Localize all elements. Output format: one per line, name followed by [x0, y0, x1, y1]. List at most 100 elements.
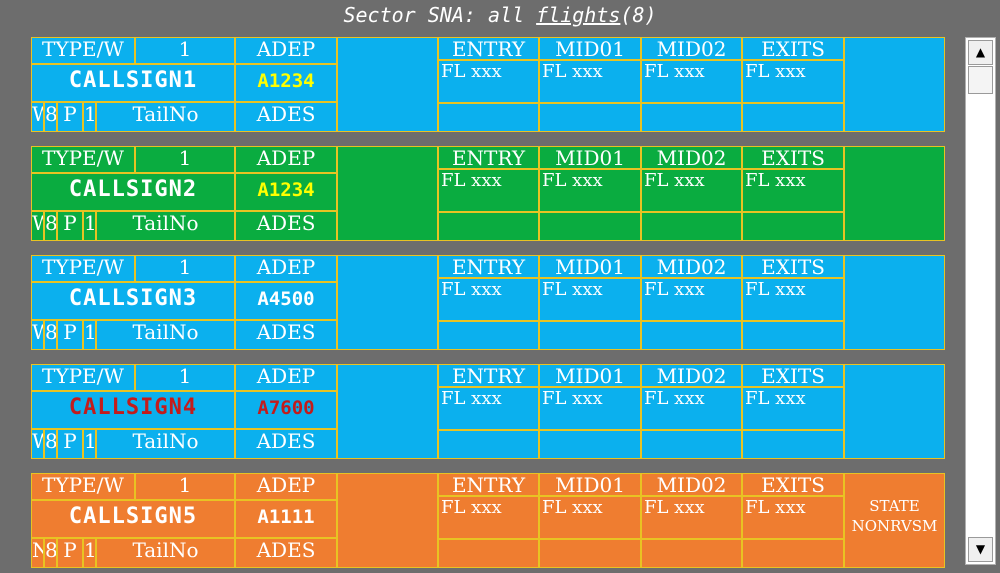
mid02-extra [641, 212, 742, 241]
p-cell: P [57, 429, 83, 459]
flight-strip[interactable]: TYPE/W1ADEPCALLSIGN5A1111N8P1TailNoADESE… [31, 473, 945, 568]
mid01-extra [539, 430, 641, 459]
scroll-down-button[interactable]: ▼ [968, 537, 993, 562]
tailno-cell: TailNo [96, 102, 235, 132]
p-cell: P [57, 211, 83, 241]
digit8-cell: 8 [44, 320, 57, 350]
exits-fl: FL xxx [742, 496, 844, 539]
spare-cell [337, 37, 438, 132]
exits-extra [742, 103, 844, 132]
entry-header: ENTRY [438, 146, 539, 169]
flight-strip[interactable]: TYPE/W1ADEPCALLSIGN3A4500W8P1TailNoADESE… [31, 255, 945, 350]
exits-fl: FL xxx [742, 169, 844, 212]
squawk-cell[interactable]: A4500 [235, 282, 337, 320]
spare-cell [337, 473, 438, 568]
flight-strip[interactable]: TYPE/W1ADEPCALLSIGN4A7600W8P1TailNoADESE… [31, 364, 945, 459]
callsign-cell[interactable]: CALLSIGN5 [31, 500, 235, 538]
tailno-cell: TailNo [96, 429, 235, 459]
exits-header: EXITS [742, 364, 844, 387]
squawk-cell[interactable]: A7600 [235, 391, 337, 429]
squawk-cell[interactable]: A1111 [235, 500, 337, 538]
entry-extra [438, 103, 539, 132]
exits-header: EXITS [742, 146, 844, 169]
mid02-fl: FL xxx [641, 278, 742, 321]
ades-cell: ADES [235, 429, 337, 459]
digit8-cell: 8 [44, 102, 57, 132]
wake-cell: W [31, 320, 44, 350]
mid02-header: MID02 [641, 364, 742, 387]
mid02-fl: FL xxx [641, 60, 742, 103]
state-cell [844, 255, 945, 350]
exits-header: EXITS [742, 37, 844, 60]
mid01-extra [539, 321, 641, 350]
spare-cell [337, 146, 438, 241]
wake-cell: W [31, 429, 44, 459]
exits-fl: FL xxx [742, 278, 844, 321]
entry-header: ENTRY [438, 364, 539, 387]
slot-cell: 1 [135, 146, 235, 173]
mid02-extra [641, 103, 742, 132]
slot-cell: 1 [135, 255, 235, 282]
wake-cell: W [31, 102, 44, 132]
state-cell [844, 37, 945, 132]
mid02-fl: FL xxx [641, 387, 742, 430]
entry-header: ENTRY [438, 37, 539, 60]
state-cell: STATE NONRVSM [844, 473, 945, 568]
mid02-header: MID02 [641, 146, 742, 169]
adep-cell: ADEP [235, 37, 337, 64]
callsign-cell[interactable]: CALLSIGN4 [31, 391, 235, 429]
wake-cell: N [31, 538, 44, 568]
entry-fl: FL xxx [438, 278, 539, 321]
tailno-cell: TailNo [96, 538, 235, 568]
entry-fl: FL xxx [438, 169, 539, 212]
entry-extra [438, 539, 539, 568]
mid02-header: MID02 [641, 37, 742, 60]
digit1-cell: 1 [83, 538, 96, 568]
type-cell: TYPE/W [31, 146, 135, 173]
entry-header: ENTRY [438, 473, 539, 496]
mid01-fl: FL xxx [539, 387, 641, 430]
adep-cell: ADEP [235, 364, 337, 391]
window-title: Sector SNA: all flights(8) [0, 0, 1000, 28]
digit8-cell: 8 [44, 538, 57, 568]
flight-strip[interactable]: TYPE/W1ADEPCALLSIGN2A1234W8P1TailNoADESE… [31, 146, 945, 241]
scroll-up-button[interactable]: ▲ [968, 40, 993, 65]
title-flights: flights [536, 3, 621, 27]
exits-header: EXITS [742, 473, 844, 496]
spare-cell [337, 255, 438, 350]
exits-extra [742, 321, 844, 350]
squawk-cell[interactable]: A1234 [235, 173, 337, 211]
exits-extra [742, 430, 844, 459]
mid01-fl: FL xxx [539, 169, 641, 212]
callsign-cell[interactable]: CALLSIGN3 [31, 282, 235, 320]
exits-extra [742, 539, 844, 568]
callsign-cell[interactable]: CALLSIGN2 [31, 173, 235, 211]
entry-fl: FL xxx [438, 60, 539, 103]
entry-extra [438, 430, 539, 459]
mid02-extra [641, 430, 742, 459]
p-cell: P [57, 538, 83, 568]
state-cell [844, 364, 945, 459]
arrow-down-icon: ▼ [975, 542, 986, 556]
mid02-fl: FL xxx [641, 496, 742, 539]
vertical-scrollbar[interactable]: ▲ ▼ [965, 37, 996, 565]
flight-strip-list: TYPE/W1ADEPCALLSIGN1A1234W8P1TailNoADESE… [31, 37, 945, 573]
title-count: (8) [620, 3, 657, 27]
mid02-extra [641, 539, 742, 568]
digit1-cell: 1 [83, 211, 96, 241]
type-cell: TYPE/W [31, 255, 135, 282]
adep-cell: ADEP [235, 255, 337, 282]
p-cell: P [57, 320, 83, 350]
digit1-cell: 1 [83, 429, 96, 459]
ades-cell: ADES [235, 211, 337, 241]
squawk-cell[interactable]: A1234 [235, 64, 337, 102]
exits-fl: FL xxx [742, 387, 844, 430]
scroll-thumb[interactable] [968, 66, 993, 94]
type-cell: TYPE/W [31, 364, 135, 391]
callsign-cell[interactable]: CALLSIGN1 [31, 64, 235, 102]
title-prefix: Sector SNA: all [343, 3, 537, 27]
mid01-fl: FL xxx [539, 60, 641, 103]
flight-strip[interactable]: TYPE/W1ADEPCALLSIGN1A1234W8P1TailNoADESE… [31, 37, 945, 132]
mid02-fl: FL xxx [641, 169, 742, 212]
mid01-fl: FL xxx [539, 496, 641, 539]
